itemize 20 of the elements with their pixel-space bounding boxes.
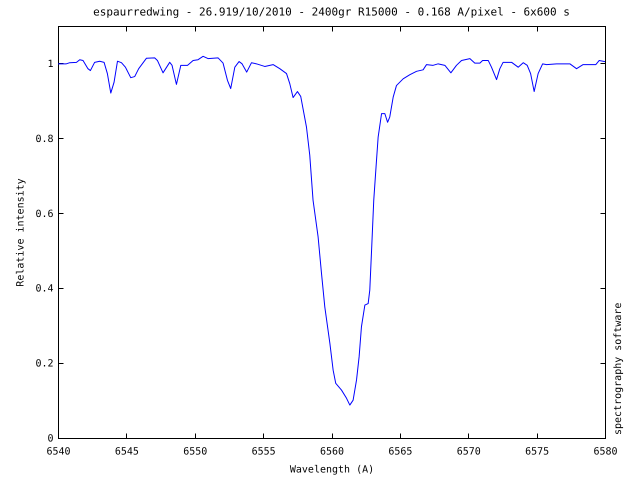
chart-title: espaurredwing - 26.919/10/2010 - 2400gr R15000 - 0.168 A/pixel - 6x600 s (93, 6, 570, 18)
x-tick-label: 6570 (456, 446, 481, 458)
x-tick-label: 6545 (114, 446, 139, 458)
y-tick-label: 0.8 (35, 134, 54, 145)
x-tick-label: 6580 (593, 446, 618, 458)
y-axis-title: Relative intensity (15, 178, 26, 287)
x-tick-label: 6550 (183, 446, 208, 458)
text: spectrography software (613, 302, 624, 435)
y-tick-label: 0 (47, 434, 54, 444)
y-tick-label: 0.4 (35, 284, 54, 295)
x-tick-label: 6555 (252, 446, 276, 458)
y-tick-label: 0.2 (35, 358, 54, 370)
y-tick-label: 0.6 (35, 208, 54, 220)
x-axis-title: Wavelength (A) (290, 464, 374, 476)
y-tick-label: 1 (47, 58, 54, 70)
x-tick-label: 6560 (320, 446, 344, 458)
x-tick-label: 6565 (388, 446, 412, 458)
line-series (58, 56, 605, 406)
x-tick-label: 6575 (525, 446, 550, 458)
x-tick-label: 6540 (46, 446, 71, 458)
